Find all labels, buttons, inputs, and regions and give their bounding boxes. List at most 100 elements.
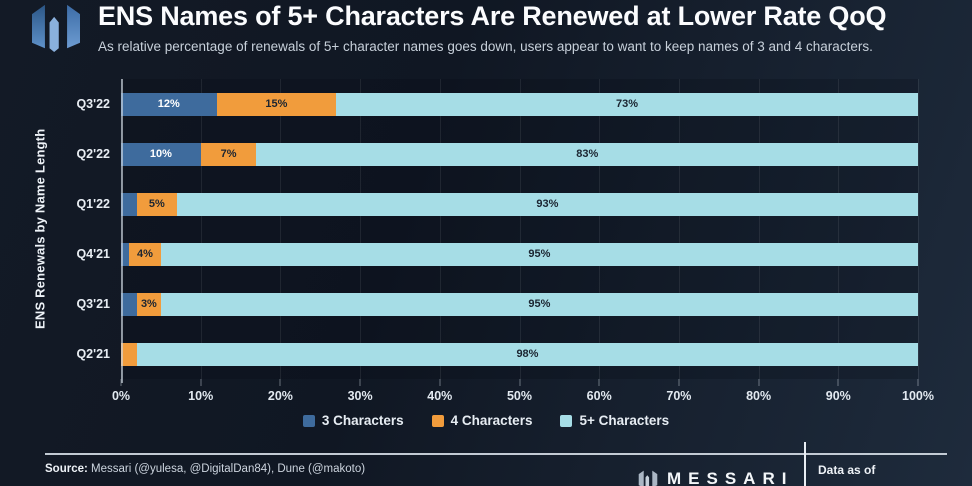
axis-tick xyxy=(758,379,760,386)
axis-tick xyxy=(519,379,520,386)
bar-value-label: 7% xyxy=(220,148,237,160)
bar-value-label: 4% xyxy=(136,248,153,260)
x-tick-label: 40% xyxy=(427,389,453,403)
bar-value-label: 12% xyxy=(157,98,180,110)
category-label: Q2'22 xyxy=(76,147,110,161)
bar-track: 3% 95% xyxy=(121,292,918,316)
bar-segment-4-characters: 4% xyxy=(128,242,161,266)
gridline xyxy=(599,79,601,379)
bar-segment-4-characters xyxy=(121,342,137,366)
gridline xyxy=(200,79,202,379)
legend-item: 3 Characters xyxy=(302,413,404,428)
bar-track: 10% 7% 83% xyxy=(121,142,918,166)
gridline xyxy=(918,79,919,379)
chart-row: Q1'22 5% 93% xyxy=(76,179,918,229)
gridline xyxy=(360,79,362,379)
data-as-of-label: Data as of xyxy=(818,463,876,477)
bar-value-label: 5% xyxy=(148,198,165,210)
axis-tick xyxy=(917,379,919,386)
bar-track: 12% 15% 73% xyxy=(121,92,918,116)
bar-value-label: 3% xyxy=(140,298,157,310)
bar-track: 5% 93% xyxy=(121,192,918,216)
bar-segment-4-characters: 15% xyxy=(216,92,337,116)
y-axis-title: ENS Renewals by Name Length xyxy=(32,128,48,330)
legend-swatch-icon xyxy=(560,414,573,427)
legend-label: 4 Characters xyxy=(450,413,533,428)
y-axis-line xyxy=(121,79,123,383)
bar-segment-5-characters: 98% xyxy=(136,342,918,366)
bar-segment-5-characters: 83% xyxy=(256,142,918,166)
x-tick-label: 70% xyxy=(666,389,692,403)
x-tick-label: 100% xyxy=(902,389,934,403)
axis-tick xyxy=(837,379,839,386)
gridline xyxy=(439,79,441,379)
x-tick-label: 30% xyxy=(347,389,373,403)
category-label: Q2'21 xyxy=(76,347,110,361)
chart-row: Q3'22 12% 15% 73% xyxy=(76,79,918,129)
bar-segment-4-characters: 5% xyxy=(136,192,177,216)
legend-label: 3 Characters xyxy=(321,413,404,428)
bar-value-label: 93% xyxy=(536,198,559,210)
chart-row: Q2'21 98% xyxy=(76,329,918,379)
chart-legend: 3 Characters 4 Characters 5+ Characters xyxy=(0,413,972,428)
brand-name: MESSARI xyxy=(667,468,794,486)
gridline xyxy=(758,79,760,379)
category-label: Q4'21 xyxy=(76,247,110,261)
bar-segment-3-characters: 12% xyxy=(121,92,217,116)
chart-row: Q3'21 3% 95% xyxy=(76,279,918,329)
legend-swatch-icon xyxy=(431,414,444,427)
source-label: Source: xyxy=(45,463,88,475)
bar-segment-5-characters: 95% xyxy=(160,242,918,266)
axis-tick xyxy=(439,379,441,386)
axis-tick xyxy=(359,379,361,386)
bar-value-label: 73% xyxy=(616,98,639,110)
axis-tick xyxy=(279,379,281,386)
source-text: Source: Messari (@yulesa, @DigitalDan84)… xyxy=(45,463,365,475)
x-tick-label: 50% xyxy=(506,389,533,403)
bar-segment-3-characters xyxy=(121,242,129,266)
gridline xyxy=(678,79,680,379)
bar-segment-5-characters: 95% xyxy=(160,292,918,316)
footer-divider xyxy=(45,453,947,455)
header-text: ENS Names of 5+ Characters Are Renewed a… xyxy=(98,1,887,54)
axis-tick xyxy=(598,379,600,386)
category-label: Q3'21 xyxy=(76,297,110,311)
x-tick-label: 10% xyxy=(188,389,214,403)
gridline xyxy=(838,79,840,379)
bar-value-label: 15% xyxy=(265,98,288,110)
bar-segment-4-characters: 3% xyxy=(136,292,161,316)
chart-rows: Q3'22 12% 15% 73% Q2'22 10% 7% 83% Q1'22 5% 93% Q4'… xyxy=(76,79,918,379)
gridline xyxy=(280,79,282,379)
legend-item: 5+ Characters xyxy=(560,413,669,428)
messari-wordmark: MESSARI xyxy=(638,468,793,486)
gridline xyxy=(519,79,521,379)
bar-track: 4% 95% xyxy=(121,242,918,266)
messari-logo-icon xyxy=(32,4,80,52)
chart-row: Q4'21 4% 95% xyxy=(76,229,918,279)
x-tick-label: 60% xyxy=(586,389,612,403)
axis-tick xyxy=(120,379,122,386)
bar-track: 98% xyxy=(121,342,918,366)
axis-tick xyxy=(678,379,680,386)
footer-vertical-divider xyxy=(804,442,806,486)
bar-segment-3-characters xyxy=(121,292,137,316)
chart-plot: Q3'22 12% 15% 73% Q2'22 10% 7% 83% Q1'22 5% 93% Q4'… xyxy=(76,79,919,383)
page-subtitle: As relative percentage of renewals of 5+… xyxy=(98,38,873,54)
x-tick-label: 0% xyxy=(111,389,131,403)
legend-label: 5+ Characters xyxy=(579,413,670,428)
bar-value-label: 83% xyxy=(576,148,599,160)
messari-logo-small-icon xyxy=(638,470,658,486)
header: ENS Names of 5+ Characters Are Renewed a… xyxy=(30,1,887,54)
bar-value-label: 95% xyxy=(528,248,551,260)
bar-value-label: 95% xyxy=(528,298,551,310)
bar-segment-3-characters: 10% xyxy=(121,142,201,166)
page-title: ENS Names of 5+ Characters Are Renewed a… xyxy=(98,1,887,31)
legend-swatch-icon xyxy=(302,414,315,427)
axis-tick xyxy=(200,379,202,386)
bar-value-label: 98% xyxy=(516,348,539,360)
category-label: Q3'22 xyxy=(76,97,110,111)
legend-item: 4 Characters xyxy=(431,413,533,428)
x-tick-label: 20% xyxy=(267,389,293,403)
category-label: Q1'22 xyxy=(76,197,110,211)
